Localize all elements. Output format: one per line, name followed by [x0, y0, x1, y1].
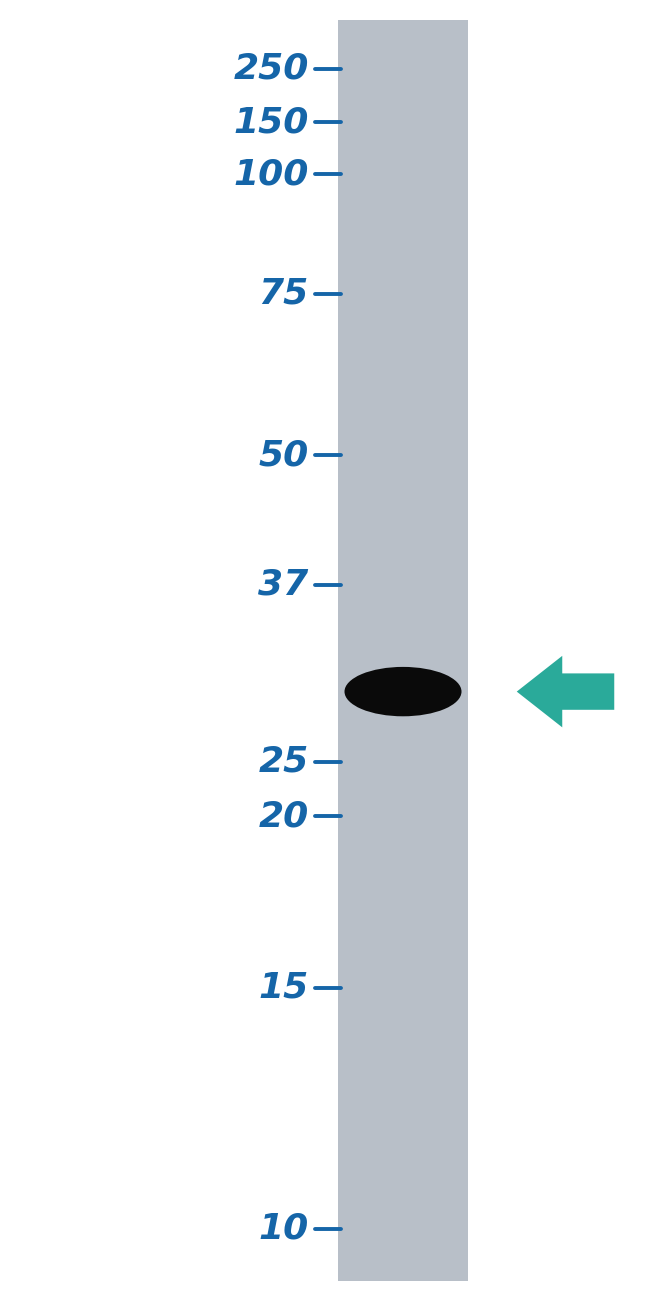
Text: 15: 15	[259, 971, 309, 1005]
Ellipse shape	[344, 667, 461, 716]
Bar	[338, 20, 468, 1280]
Text: 75: 75	[259, 277, 309, 311]
Text: 100: 100	[233, 157, 309, 191]
Text: 250: 250	[233, 52, 309, 86]
Text: 10: 10	[259, 1212, 309, 1245]
Text: 20: 20	[259, 800, 309, 833]
Text: 25: 25	[259, 745, 309, 779]
FancyArrow shape	[517, 655, 614, 728]
Text: 50: 50	[259, 438, 309, 472]
Text: 150: 150	[233, 105, 309, 139]
Text: 37: 37	[259, 568, 309, 602]
